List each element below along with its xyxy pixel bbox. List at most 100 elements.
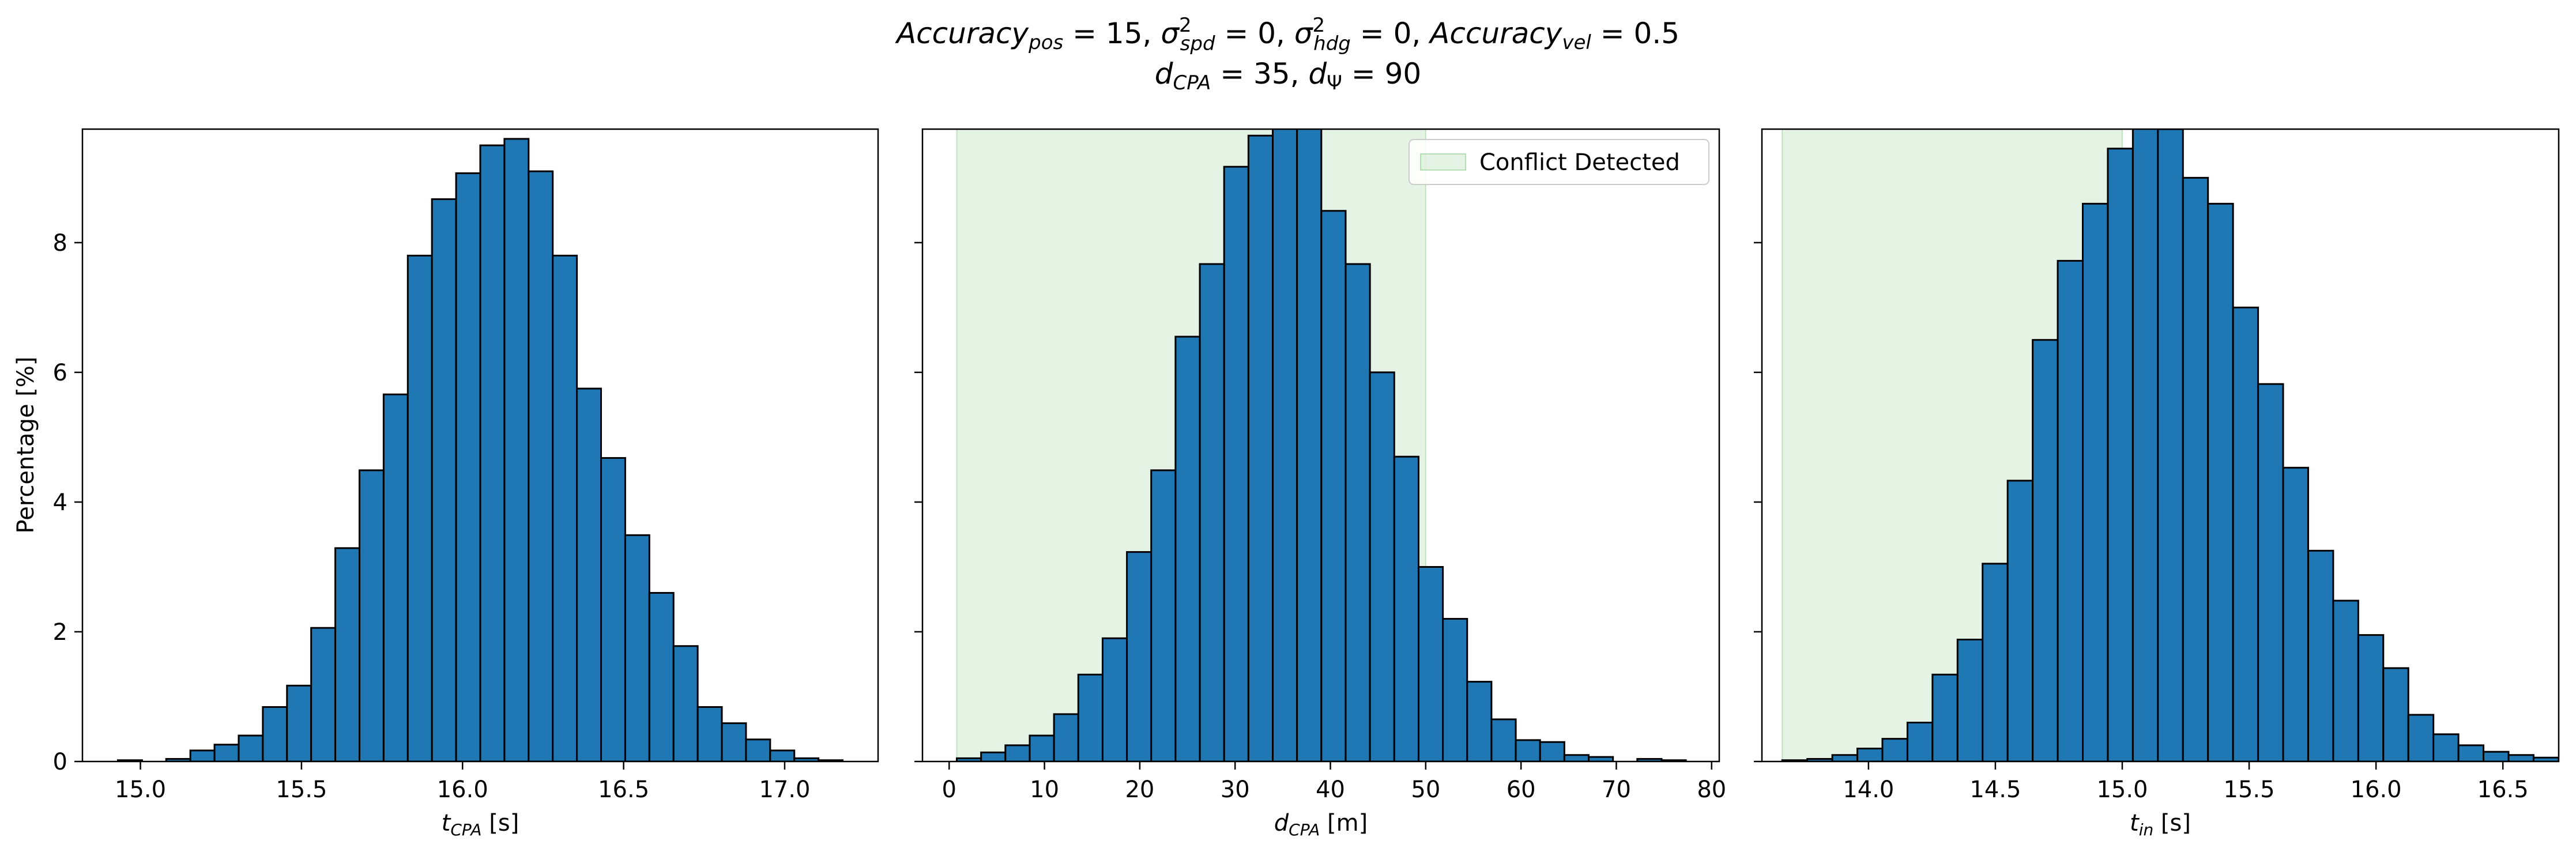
histogram-bar xyxy=(1856,747,1884,761)
histogram-bar xyxy=(528,170,554,761)
histogram-bar xyxy=(1053,713,1079,761)
histogram-bar xyxy=(672,645,699,761)
histogram-bar xyxy=(189,749,216,761)
histogram-bar xyxy=(2332,600,2359,761)
histogram-bar xyxy=(2131,129,2159,761)
histogram-bar xyxy=(286,684,312,761)
histogram-bar xyxy=(1881,738,1908,761)
histogram-bar xyxy=(1320,210,1347,761)
x-tick-label: 17.0 xyxy=(759,776,810,803)
y-tick-label: 6 xyxy=(53,360,67,386)
x-tick-label: 0 xyxy=(942,776,956,803)
x-tick-label: 80 xyxy=(1697,776,1726,803)
x-tick-label: 60 xyxy=(1507,776,1536,803)
histogram-bar xyxy=(2057,259,2084,761)
x-tick-label: 16.5 xyxy=(2477,776,2529,803)
histogram-bar xyxy=(1831,754,1859,761)
x-tick-label: 30 xyxy=(1221,776,1250,803)
histogram-bar xyxy=(2282,466,2309,761)
x-tick-label: 20 xyxy=(1125,776,1154,803)
histogram-bar xyxy=(2432,733,2460,761)
histogram-bar xyxy=(1417,566,1444,761)
histogram-bar xyxy=(1272,129,1298,761)
axes-frame xyxy=(921,128,1720,763)
histogram-bar xyxy=(2006,480,2034,761)
histogram-bar xyxy=(1077,673,1104,761)
histogram-bar xyxy=(455,172,481,761)
x-tick-label: 40 xyxy=(1316,776,1345,803)
histogram-bar xyxy=(1345,263,1371,761)
histogram-bar xyxy=(1539,741,1565,761)
histogram-bar xyxy=(1150,469,1177,761)
histogram-bar xyxy=(238,734,264,761)
panel-t-cpa: 15.0 15.5 16.0 16.5 17.0 0 2 4 6 8 tCPA [s] xyxy=(53,128,879,839)
histogram-bar xyxy=(2182,176,2209,761)
title-line-2: dCPA = 35, dΨ = 90 xyxy=(1155,57,1421,95)
histogram-bar xyxy=(1906,721,1934,761)
histogram-bar xyxy=(2157,129,2184,761)
histogram-bar xyxy=(1247,134,1274,761)
y-tick-label: 4 xyxy=(53,489,67,516)
histogram-bar xyxy=(2407,714,2435,761)
histogram-bar xyxy=(769,749,796,761)
histogram-bar xyxy=(721,722,747,761)
plot-area xyxy=(956,129,1687,761)
histogram-bar xyxy=(431,198,457,761)
histogram-bar xyxy=(2257,383,2284,761)
legend: Conflict Detected xyxy=(1408,139,1709,185)
x-tick-label: 10 xyxy=(1030,776,1059,803)
histogram-bar xyxy=(2507,754,2534,761)
y-tick-label: 2 xyxy=(53,619,67,646)
histogram-bar xyxy=(600,457,626,761)
histogram-bar xyxy=(1126,551,1153,761)
histogram-bar xyxy=(1956,638,1984,761)
y-tick-label: 8 xyxy=(53,230,67,257)
histogram-bar xyxy=(624,534,650,761)
histogram-bar xyxy=(1931,673,1959,761)
figure-title: Accuracypos = 15, σ2 spd = 0, σ2 hdg = 0, … xyxy=(895,14,1679,95)
histogram-bar xyxy=(1442,617,1468,761)
histogram-bar xyxy=(1101,637,1128,761)
histogram-bar xyxy=(1029,734,1055,761)
histogram-bar xyxy=(696,706,723,761)
histogram-bar xyxy=(1466,681,1493,761)
histogram-bar xyxy=(262,706,288,761)
y-axis-label: Percentage [%] xyxy=(13,357,39,534)
histogram-bar xyxy=(503,138,530,761)
histogram-bar xyxy=(2232,306,2259,761)
x-tick-label: 15.5 xyxy=(276,776,327,803)
legend-label: Conflict Detected xyxy=(1479,149,1680,176)
x-tick-label: 16.0 xyxy=(437,776,488,803)
legend-frame xyxy=(1408,139,1709,185)
histogram-bar xyxy=(334,547,360,761)
y-tick-label: 0 xyxy=(53,749,67,775)
x-tick-label: 16.0 xyxy=(2351,776,2402,803)
histogram-bar xyxy=(213,744,240,761)
plot-area xyxy=(1781,129,2559,761)
axes-frame xyxy=(1761,128,2560,763)
histogram-bar xyxy=(745,738,771,761)
x-tick-label: 15.5 xyxy=(2224,776,2275,803)
histogram-bar xyxy=(1174,335,1201,761)
legend-swatch xyxy=(1420,153,1466,171)
x-tick-label: 14.0 xyxy=(1843,776,1894,803)
axes-frame xyxy=(81,128,879,763)
histogram-bar xyxy=(2081,202,2109,761)
histogram-bar xyxy=(552,254,578,761)
histogram-bar xyxy=(1296,129,1323,761)
histogram-bar xyxy=(1982,563,2009,761)
x-tick-label: 14.5 xyxy=(1969,776,2021,803)
histogram-bar xyxy=(1515,739,1541,761)
x-axis-label: tCPA [s] xyxy=(442,810,519,839)
x-tick-label: 15.0 xyxy=(2096,776,2148,803)
histogram-bar xyxy=(310,627,337,761)
histogram-bar xyxy=(382,393,409,761)
histogram-bar xyxy=(2457,744,2485,761)
histogram-bar xyxy=(2382,667,2409,761)
histogram-bar xyxy=(1369,371,1395,761)
histogram-bar xyxy=(2207,202,2234,761)
histogram-bar xyxy=(1490,718,1517,761)
histogram-bar xyxy=(2107,148,2134,761)
histogram-bar xyxy=(479,144,506,761)
